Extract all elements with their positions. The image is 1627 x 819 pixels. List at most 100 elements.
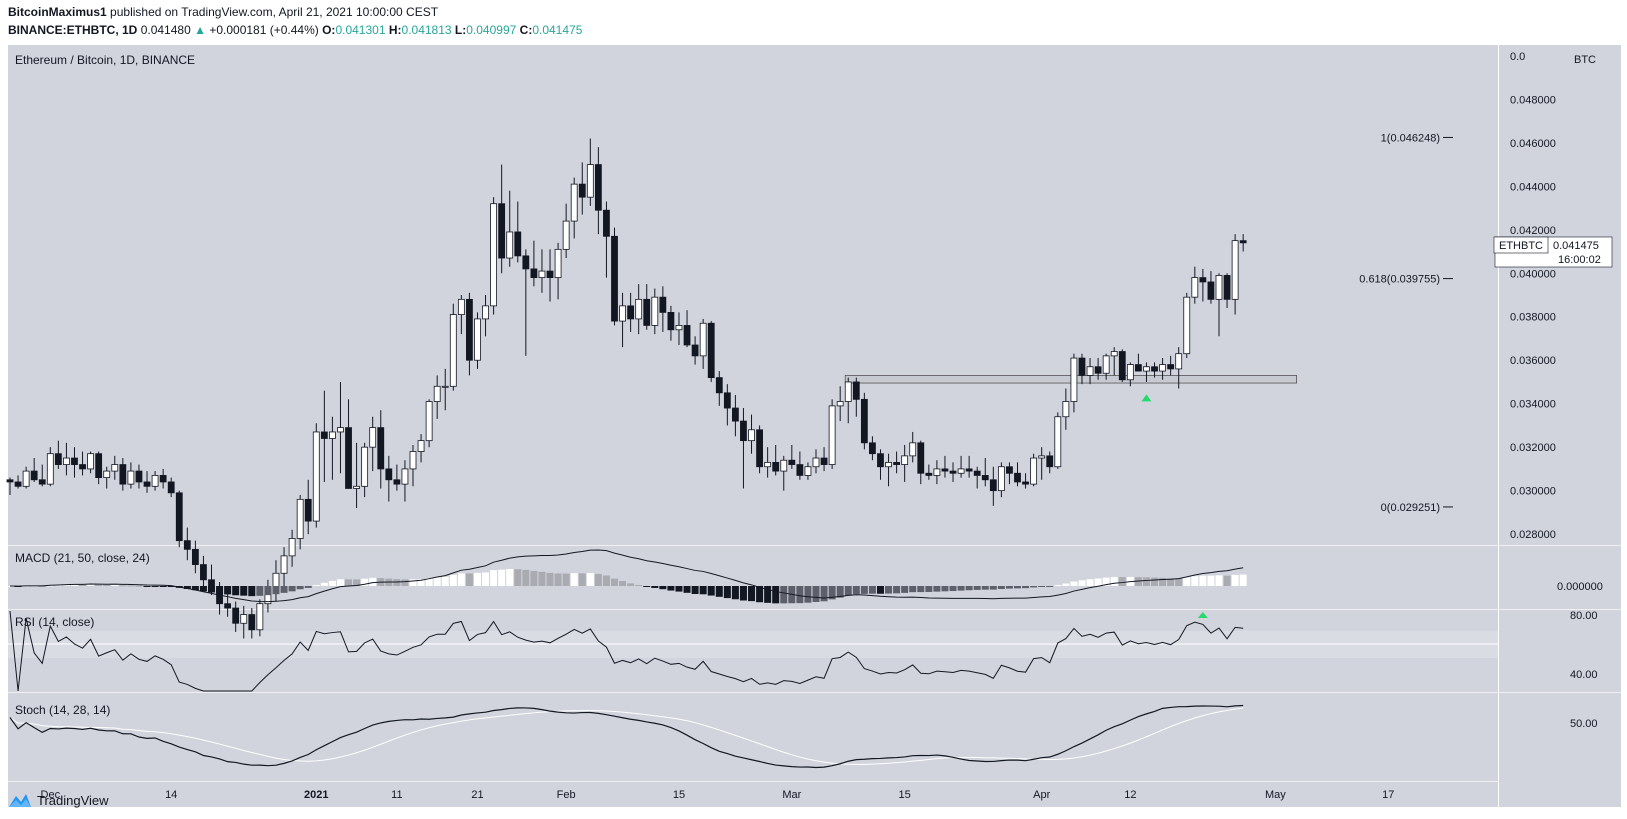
macd-histogram-bar: [465, 573, 473, 586]
macd-histogram-bar: [232, 586, 240, 596]
candle-body: [151, 475, 159, 487]
candle-body: [466, 298, 473, 361]
macd-histogram-bar: [272, 586, 280, 595]
macd-histogram-bar: [909, 586, 917, 593]
macd-histogram-bar: [1102, 577, 1110, 586]
candle-body: [288, 538, 296, 557]
ohlc-bar: BINANCE:ETHBTC, 1D 0.041480 ▲ +0.000181 …: [8, 23, 582, 37]
candle-body: [683, 325, 691, 346]
macd-histogram-bar: [248, 586, 256, 597]
candle-body: [973, 470, 981, 476]
macd-histogram-bar: [361, 578, 369, 586]
macd-histogram-bar: [369, 577, 377, 586]
candle-body: [804, 466, 812, 476]
macd-histogram-bar: [208, 586, 215, 593]
candle-body: [361, 446, 369, 487]
candle-body: [1151, 366, 1158, 372]
open-label: O:: [322, 23, 336, 37]
time-tick-label: 11: [391, 789, 402, 801]
macd-histogram-bar: [119, 585, 127, 587]
candle-body: [554, 248, 562, 279]
time-ticks-group: Dec 14 2021 11 21 Feb 15 Mar 15 Apr 12 May 17: [41, 789, 1395, 801]
stoch-d-line: [9, 707, 1244, 765]
currency-label: BTC: [1574, 54, 1596, 66]
macd-histogram-bar: [1183, 577, 1191, 586]
macd-histogram-bar: [925, 586, 933, 592]
macd-histogram-bar: [949, 586, 957, 592]
candle-body: [740, 420, 747, 442]
candle-body: [780, 459, 788, 472]
stoch-label: Stoch (14, 28, 14): [15, 703, 110, 717]
macd-histogram-bar: [667, 586, 675, 591]
candle-body: [957, 468, 965, 474]
time-tick-label: 15: [673, 789, 685, 801]
candle-body: [965, 468, 973, 472]
candle-body: [1070, 357, 1078, 402]
stoch-tick: 50.00: [1570, 718, 1598, 730]
candle-body: [1207, 281, 1215, 300]
chart-title: Ethereum / Bitcoin, 1D, BINANCE: [15, 53, 195, 67]
candle-body: [909, 442, 917, 457]
macd-histogram-bar: [635, 585, 643, 587]
candle-body: [224, 603, 232, 609]
macd-histogram-bar: [739, 586, 747, 601]
candle-body: [989, 479, 997, 492]
macd-histogram-bar: [1199, 575, 1207, 586]
symbol-label: BINANCE:ETHBTC, 1D: [8, 23, 138, 37]
rsi-signal-icon: [1197, 612, 1208, 618]
candle-body: [1110, 351, 1118, 357]
macd-histogram-bar: [1167, 578, 1175, 586]
candle-body: [522, 255, 530, 270]
price-ticks-group: 0.028000 0.030000 0.032000 0.034000 0.036000…: [1510, 51, 1556, 541]
price-tick-label: 0.042000: [1510, 225, 1556, 237]
candle-body: [764, 461, 772, 468]
macd-histogram-bar: [780, 586, 788, 604]
fib-levels-group: 1(0.046248) 0.618(0.039755) 0(0.029251): [1359, 132, 1453, 514]
macd-histogram-bar: [933, 586, 941, 592]
candle-body: [312, 431, 320, 522]
rsi-line: [9, 610, 1244, 692]
candle-body: [183, 540, 191, 550]
time-axis[interactable]: [8, 782, 1498, 807]
tradingview-brand[interactable]: TradingView: [8, 792, 109, 808]
macd-histogram-bar: [449, 574, 457, 586]
time-tick-label: 2021: [304, 789, 328, 801]
candle-body: [38, 479, 46, 485]
macd-histogram-bar: [723, 586, 731, 599]
macd-histogram-bar: [1142, 577, 1150, 586]
price-tick-label: 0.030000: [1510, 486, 1556, 498]
bullish-signal-icon: [1141, 394, 1152, 402]
candle-body: [997, 466, 1005, 492]
price-change: +0.000181 (+0.44%): [209, 23, 319, 37]
macd-histogram-bar: [578, 573, 586, 586]
macd-histogram-bar: [353, 579, 361, 586]
price-axis[interactable]: [1499, 45, 1621, 807]
candles-group: [6, 138, 1247, 639]
macd-histogram-bar: [764, 586, 772, 603]
countdown: 16:00:02: [1558, 254, 1601, 266]
price-tick-label: 0.036000: [1510, 355, 1556, 367]
macd-histogram-bar: [425, 578, 433, 586]
publish-info: BitcoinMaximus1 published on TradingView…: [8, 5, 438, 19]
macd-histogram-bar: [457, 573, 465, 586]
candle-body: [506, 231, 514, 259]
time-tick-label: May: [1265, 789, 1286, 801]
price-tick-label: 0.040000: [1510, 268, 1556, 280]
macd-histogram-bar: [1215, 575, 1223, 586]
macd-histogram-bar: [1134, 577, 1142, 586]
macd-line: [9, 549, 1244, 603]
candle-body: [385, 468, 393, 481]
candle-body: [594, 164, 602, 211]
candle-body: [1046, 455, 1054, 468]
stoch-pane[interactable]: [8, 693, 1498, 781]
candle-body: [63, 457, 70, 465]
macd-histogram-bar: [1078, 580, 1086, 586]
candle-body: [280, 555, 288, 574]
price-pane[interactable]: [8, 45, 1498, 545]
macd-histogram-bar: [433, 577, 441, 586]
candle-body: [562, 220, 570, 250]
current-price-value: 0.041475: [1553, 240, 1599, 252]
candle-body: [812, 457, 820, 468]
candle-body: [1038, 455, 1046, 459]
